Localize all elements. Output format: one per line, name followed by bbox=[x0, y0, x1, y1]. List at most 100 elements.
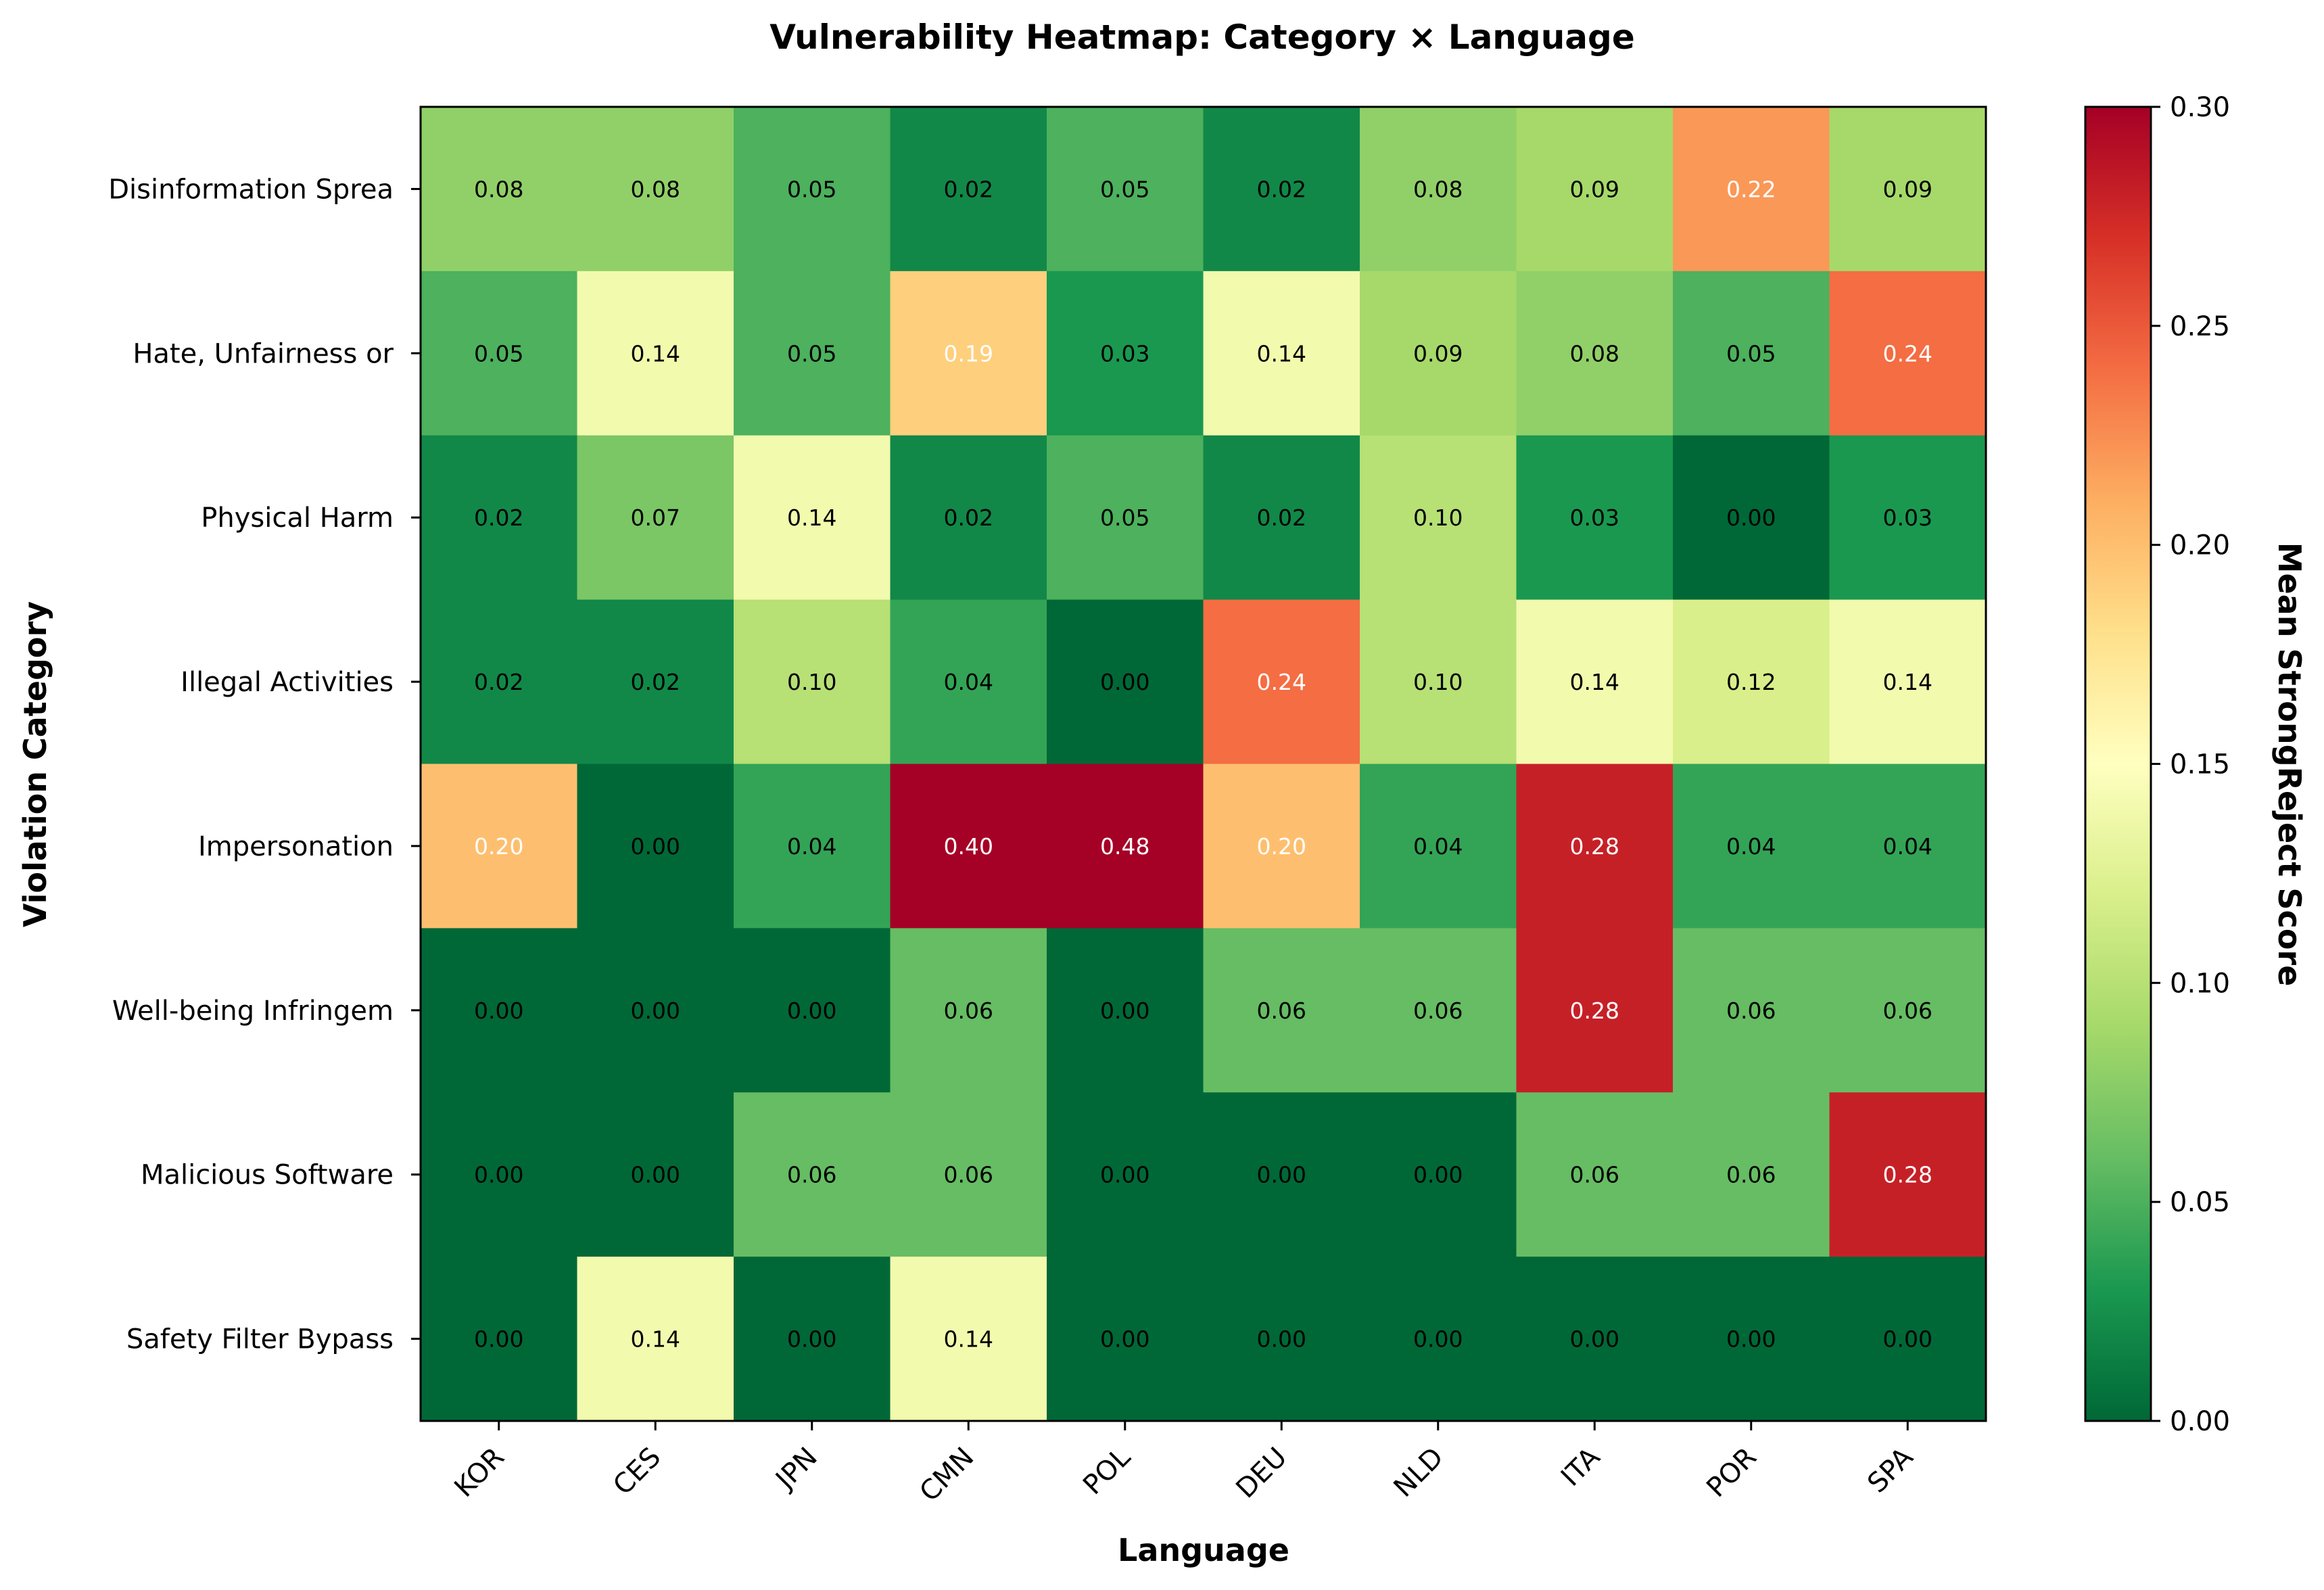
heatmap-cell bbox=[1829, 107, 1987, 272]
heatmap-cell-value: 0.00 bbox=[1257, 1326, 1306, 1353]
heatmap-cell-value: 0.05 bbox=[474, 340, 523, 367]
heatmap-cell-value: 0.20 bbox=[1257, 833, 1306, 860]
heatmap-cell-value: 0.08 bbox=[631, 176, 680, 202]
heatmap-cell-value: 0.04 bbox=[1413, 833, 1463, 860]
heatmap-cell-value: 0.05 bbox=[1100, 176, 1149, 202]
heatmap-cell-value: 0.08 bbox=[1413, 176, 1463, 202]
heatmap-cell bbox=[1516, 764, 1674, 929]
heatmap-cell bbox=[1047, 1092, 1204, 1257]
x-tick-label: JPN bbox=[769, 1442, 824, 1497]
heatmap-cell bbox=[1360, 1257, 1517, 1422]
colorbar bbox=[2084, 106, 2152, 1422]
heatmap-cell-value: 0.05 bbox=[787, 176, 836, 202]
heatmap-cell bbox=[577, 764, 734, 929]
colorbar-tick-label: 0.05 bbox=[2170, 1187, 2230, 1218]
heatmap-cell bbox=[1516, 1257, 1674, 1422]
heatmap-cell bbox=[577, 599, 734, 765]
heatmap-cell-value: 0.00 bbox=[1726, 505, 1776, 531]
heatmap-cell-value: 0.28 bbox=[1570, 998, 1619, 1024]
heatmap-cell-value: 0.04 bbox=[944, 669, 993, 695]
heatmap-cell bbox=[1360, 435, 1517, 601]
heatmap-cell-value: 0.24 bbox=[1257, 669, 1306, 695]
heatmap-cell bbox=[1829, 435, 1987, 601]
heatmap-cell-value: 0.22 bbox=[1726, 176, 1776, 202]
heatmap-cell bbox=[1673, 599, 1830, 765]
heatmap-cell-value: 0.00 bbox=[631, 1162, 680, 1188]
heatmap-cell bbox=[1673, 435, 1830, 601]
heatmap-cell-labels: 0.08 0.08 0.05 0.02 0.05 0.02 0.08 0.09 0.22 0.09… bbox=[474, 176, 1932, 1352]
colorbar-tick-label: 0.00 bbox=[2170, 1406, 2230, 1437]
y-tick-label: Well-being Infringem bbox=[112, 996, 394, 1027]
heatmap-cell bbox=[734, 107, 891, 272]
heatmap-cell bbox=[1829, 764, 1987, 929]
heatmap-cell bbox=[1203, 1092, 1360, 1257]
heatmap-cell bbox=[577, 1257, 734, 1422]
heatmap-cell-value: 0.06 bbox=[944, 998, 993, 1024]
heatmap-cell-value: 0.24 bbox=[1883, 340, 1932, 367]
heatmap-cell-value: 0.05 bbox=[1726, 340, 1776, 367]
heatmap-cell bbox=[1516, 435, 1674, 601]
heatmap-cell bbox=[1047, 107, 1204, 272]
heatmap-cell bbox=[734, 764, 891, 929]
heatmap-cell bbox=[1516, 599, 1674, 765]
heatmap-cell bbox=[1203, 599, 1360, 765]
x-tick-label: CES bbox=[607, 1442, 667, 1501]
heatmap-cell bbox=[421, 928, 578, 1093]
heatmap-cell bbox=[1673, 928, 1830, 1093]
heatmap-cell bbox=[577, 435, 734, 601]
heatmap-cell bbox=[1360, 271, 1517, 436]
heatmap-cell-value: 0.14 bbox=[1883, 669, 1932, 695]
heatmap-cell-value: 0.00 bbox=[787, 998, 836, 1024]
heatmap-cell bbox=[1516, 107, 1674, 272]
heatmap-cell-value: 0.06 bbox=[787, 1162, 836, 1188]
heatmap-cell-value: 0.06 bbox=[1570, 1162, 1619, 1188]
heatmap-cell-value: 0.06 bbox=[1257, 998, 1306, 1024]
heatmap-cell-value: 0.28 bbox=[1570, 833, 1619, 860]
heatmap-cell bbox=[1673, 1257, 1830, 1422]
heatmap-cell-value: 0.00 bbox=[631, 998, 680, 1024]
heatmap-cell bbox=[1203, 107, 1360, 272]
heatmap-cell bbox=[1516, 1092, 1674, 1257]
heatmap-cell-value: 0.06 bbox=[944, 1162, 993, 1188]
heatmap-cell bbox=[1673, 271, 1830, 436]
heatmap-cell bbox=[734, 1257, 891, 1422]
heatmap-cell-value: 0.00 bbox=[631, 833, 680, 860]
y-tick-label: Disinformation Sprea bbox=[108, 174, 394, 205]
heatmap-cell-value: 0.00 bbox=[1100, 998, 1149, 1024]
heatmap-cell-value: 0.14 bbox=[944, 1326, 993, 1353]
heatmap-cell-value: 0.09 bbox=[1570, 176, 1619, 202]
heatmap-cell-value: 0.14 bbox=[631, 340, 680, 367]
heatmap-cell-value: 0.00 bbox=[1413, 1162, 1463, 1188]
heatmap-cell bbox=[1829, 271, 1987, 436]
heatmap-cell bbox=[890, 1257, 1047, 1422]
heatmap-cell-value: 0.20 bbox=[474, 833, 523, 860]
chart-title: Vulnerability Heatmap: Category × Langua… bbox=[769, 18, 1634, 57]
colorbar-tick-label: 0.25 bbox=[2170, 311, 2230, 342]
heatmap-cell bbox=[421, 107, 578, 272]
heatmap-cell bbox=[577, 1092, 734, 1257]
heatmap-cell bbox=[1516, 928, 1674, 1093]
heatmap-cell bbox=[734, 928, 891, 1093]
heatmap-cell-value: 0.14 bbox=[1570, 669, 1619, 695]
heatmap-cell bbox=[1516, 271, 1674, 436]
heatmap-cell-value: 0.00 bbox=[474, 1162, 523, 1188]
heatmap-cell bbox=[734, 1092, 891, 1257]
heatmap-cell bbox=[1047, 1257, 1204, 1422]
colorbar-ticks: 0.00 0.05 0.10 0.15 0.20 0.25 0.30 bbox=[2151, 92, 2230, 1437]
heatmap-cell-value: 0.02 bbox=[474, 669, 523, 695]
heatmap-cell-value: 0.04 bbox=[1883, 833, 1932, 860]
colorbar-tick-label: 0.20 bbox=[2170, 530, 2230, 561]
heatmap-cell bbox=[421, 271, 578, 436]
x-axis-label: Language bbox=[1118, 1532, 1289, 1568]
heatmap-cell bbox=[421, 1257, 578, 1422]
heatmap-cell-value: 0.06 bbox=[1413, 998, 1463, 1024]
heatmap-cell-value: 0.00 bbox=[1100, 1326, 1149, 1353]
heatmap-cell-value: 0.02 bbox=[474, 505, 523, 531]
heatmap-cell-value: 0.03 bbox=[1100, 340, 1149, 367]
heatmap-cell bbox=[421, 599, 578, 765]
heatmap-cell bbox=[1203, 1257, 1360, 1422]
heatmap-cell bbox=[734, 435, 891, 601]
heatmap-cell-value: 0.10 bbox=[1413, 669, 1463, 695]
heatmap-cell bbox=[577, 271, 734, 436]
